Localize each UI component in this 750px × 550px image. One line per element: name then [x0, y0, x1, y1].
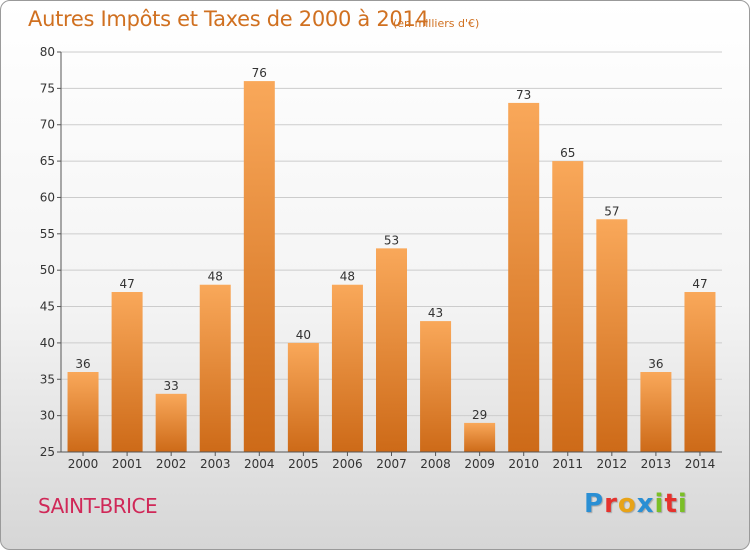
x-tick-label: 2000: [68, 457, 99, 471]
x-tick-label: 2014: [685, 457, 716, 471]
x-tick-label: 2004: [244, 457, 275, 471]
bar-2007: [376, 248, 407, 452]
bar-2000: [67, 372, 99, 452]
x-tick-label: 2013: [641, 457, 672, 471]
bar-2013: [640, 372, 672, 452]
y-tick-label: 45: [40, 300, 55, 314]
y-tick-label: 40: [40, 336, 55, 350]
x-tick-label: 2009: [464, 457, 495, 471]
bar-value-label: 48: [208, 270, 223, 284]
y-tick-label: 50: [40, 263, 55, 277]
y-tick-label: 25: [40, 445, 55, 459]
bar-2001: [111, 292, 143, 452]
x-tick-label: 2007: [376, 457, 407, 471]
bar-value-label: 43: [428, 306, 443, 320]
bar-value-label: 76: [252, 66, 267, 80]
x-tick-label: 2005: [288, 457, 319, 471]
bar-2002: [155, 393, 187, 452]
bar-2010: [508, 102, 540, 452]
chart-unit: (en milliers d'€): [393, 17, 480, 30]
bar-value-label: 29: [472, 408, 487, 422]
proxiti-logo: Proxiti: [584, 489, 688, 519]
bar-value-label: 57: [604, 204, 619, 218]
x-tick-label: 2003: [200, 457, 231, 471]
logo-letter: t: [664, 489, 678, 519]
x-tick-label: 2010: [508, 457, 539, 471]
bar-value-label: 65: [560, 146, 575, 160]
bar-2003: [199, 284, 231, 452]
bar-2014: [684, 292, 716, 452]
logo-letter: i: [677, 489, 688, 519]
x-tick-label: 2001: [112, 457, 143, 471]
bar-2008: [420, 321, 452, 452]
logo-letter: o: [617, 489, 637, 519]
y-tick-label: 80: [40, 45, 55, 59]
logo-letter: r: [604, 489, 618, 519]
x-tick-label: 2002: [156, 457, 187, 471]
logo-letter: P: [584, 489, 605, 519]
logo-letter: i: [654, 489, 665, 519]
bar-value-label: 36: [648, 357, 663, 371]
y-tick-label: 70: [40, 118, 55, 132]
x-tick-label: 2011: [552, 457, 583, 471]
y-tick-label: 65: [40, 154, 55, 168]
y-tick-label: 30: [40, 409, 55, 423]
bar-2005: [287, 342, 319, 452]
y-tick-label: 75: [40, 81, 55, 95]
bar-2009: [464, 422, 496, 452]
bar-value-label: 48: [340, 270, 355, 284]
bar-2012: [596, 219, 628, 452]
chart-title: Autres Impôts et Taxes de 2000 à 2014: [28, 7, 429, 31]
x-tick-label: 2006: [332, 457, 363, 471]
y-tick-label: 35: [40, 372, 55, 386]
city-name: SAINT-BRICE: [38, 494, 158, 518]
logo-letter: x: [636, 489, 655, 519]
y-tick-label: 55: [40, 227, 55, 241]
bar-value-label: 36: [75, 357, 90, 371]
x-tick-label: 2008: [420, 457, 451, 471]
bar-2006: [331, 284, 363, 452]
y-tick-label: 60: [40, 190, 55, 204]
bar-value-label: 40: [296, 328, 311, 342]
x-tick-label: 2012: [597, 457, 628, 471]
bar-2011: [552, 161, 584, 452]
bar-value-label: 47: [692, 277, 707, 291]
bar-value-label: 33: [164, 379, 179, 393]
bar-value-label: 53: [384, 233, 399, 247]
bar-value-label: 47: [119, 277, 134, 291]
bar-value-label: 73: [516, 88, 531, 102]
bar-2004: [243, 81, 275, 452]
